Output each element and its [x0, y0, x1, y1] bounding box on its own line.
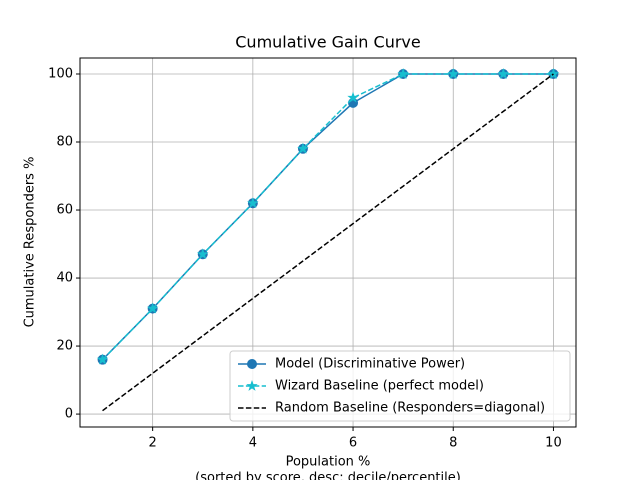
- x-tick-label: 2: [149, 436, 157, 451]
- legend-label: Random Baseline (Responders=diagonal): [275, 401, 545, 416]
- x-tick-label: 4: [249, 436, 257, 451]
- legend-marker: [246, 379, 258, 391]
- chart-title: Cumulative Gain Curve: [235, 33, 420, 52]
- y-tick-label: 80: [56, 135, 73, 150]
- legend-marker: [247, 359, 257, 369]
- marker: [146, 302, 159, 314]
- marker: [547, 67, 560, 79]
- marker: [247, 197, 259, 209]
- legend-box: [229, 350, 571, 422]
- x-tick-label: 10: [545, 436, 562, 451]
- y-tick-label: 60: [56, 203, 73, 218]
- y-tick-label: 40: [56, 271, 73, 286]
- y-tick-label: 0: [65, 407, 73, 422]
- series-line: [102, 73, 554, 361]
- marker: [447, 67, 459, 79]
- marker: [497, 67, 510, 79]
- x-axis-label: Population %: [286, 455, 371, 470]
- y-axis-label: Cumulative Responders %: [23, 157, 38, 328]
- marker: [297, 142, 309, 154]
- marker: [96, 353, 109, 365]
- marker: [197, 248, 209, 260]
- x-tick-label: 8: [449, 436, 457, 451]
- marker: [397, 67, 409, 79]
- series-line: [102, 73, 554, 412]
- legend-label: Model (Discriminative Power): [275, 357, 465, 372]
- x-tick-label: 6: [349, 436, 357, 451]
- series-line: [102, 73, 554, 361]
- marker: [347, 91, 359, 103]
- plot-frame: [79, 57, 577, 428]
- legend-label: Wizard Baseline (perfect model): [275, 379, 484, 394]
- y-tick-label: 20: [56, 339, 73, 354]
- y-tick-label: 100: [48, 66, 73, 81]
- x-axis-label: (sorted by score, desc: decile/percentil…: [195, 471, 461, 480]
